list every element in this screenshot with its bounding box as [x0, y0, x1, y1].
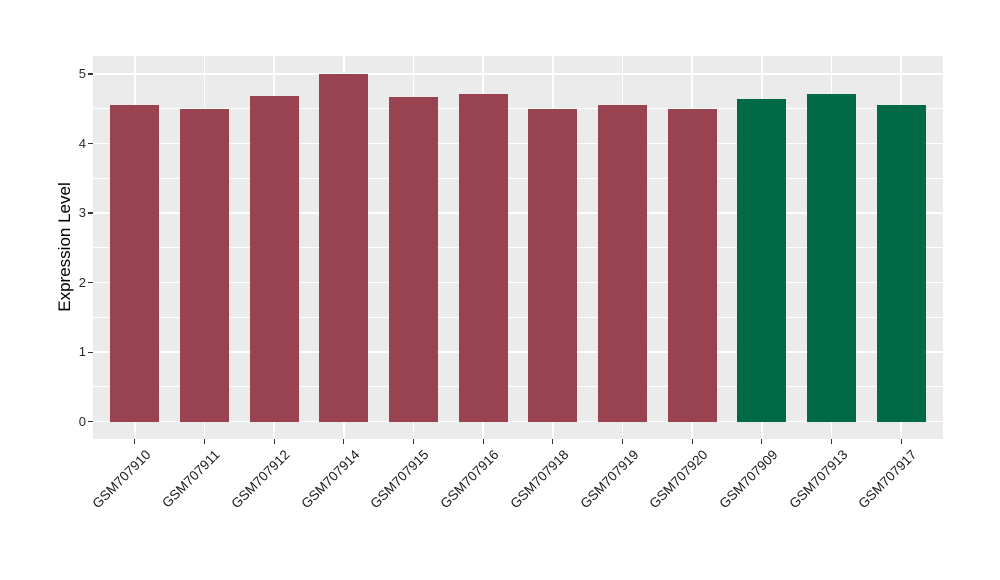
bar — [249, 95, 299, 422]
bar — [876, 105, 926, 422]
y-tick-label: 2 — [78, 274, 86, 290]
y-tick-label: 1 — [78, 344, 86, 360]
y-tick-mark — [88, 142, 93, 145]
y-tick-mark — [88, 351, 93, 353]
minor-gridline — [93, 386, 943, 388]
x-tick-mark — [203, 439, 206, 444]
y-tick-mark — [88, 212, 93, 214]
bar — [737, 99, 787, 422]
y-tick-mark — [88, 421, 93, 423]
major-gridline — [93, 212, 943, 214]
bar — [180, 108, 229, 422]
y-tick-label: 0 — [78, 413, 86, 429]
major-gridline — [93, 142, 943, 145]
bar — [807, 94, 856, 422]
x-tick-mark — [761, 439, 763, 444]
bar — [319, 74, 369, 422]
x-tick-mark — [482, 439, 484, 444]
minor-gridline — [93, 247, 943, 249]
x-tick-mark — [134, 439, 136, 444]
x-tick-mark — [830, 439, 833, 444]
x-tick-mark — [552, 439, 554, 444]
x-tick-mark — [412, 439, 415, 444]
y-tick-mark — [88, 73, 93, 75]
y-axis-title: Expression Level — [55, 182, 74, 312]
bar — [458, 94, 508, 422]
major-gridline — [93, 281, 943, 284]
major-gridline — [93, 420, 943, 423]
y-tick-mark — [88, 282, 93, 284]
bar — [389, 97, 438, 422]
y-tick-label: 5 — [78, 66, 86, 82]
bar — [528, 108, 578, 422]
minor-gridline — [93, 108, 943, 110]
x-tick-mark — [621, 439, 624, 444]
x-tick-mark — [691, 439, 693, 444]
x-tick-mark — [343, 439, 345, 444]
major-gridline — [93, 351, 943, 353]
bar — [598, 105, 647, 422]
bar — [110, 105, 160, 422]
bar — [667, 108, 717, 422]
minor-gridline — [93, 177, 943, 179]
y-tick-label: 4 — [78, 135, 86, 151]
x-tick-mark — [900, 439, 902, 444]
y-tick-label: 3 — [78, 205, 86, 221]
minor-gridline — [93, 316, 943, 318]
major-gridline — [93, 73, 943, 75]
x-tick-mark — [273, 439, 275, 444]
